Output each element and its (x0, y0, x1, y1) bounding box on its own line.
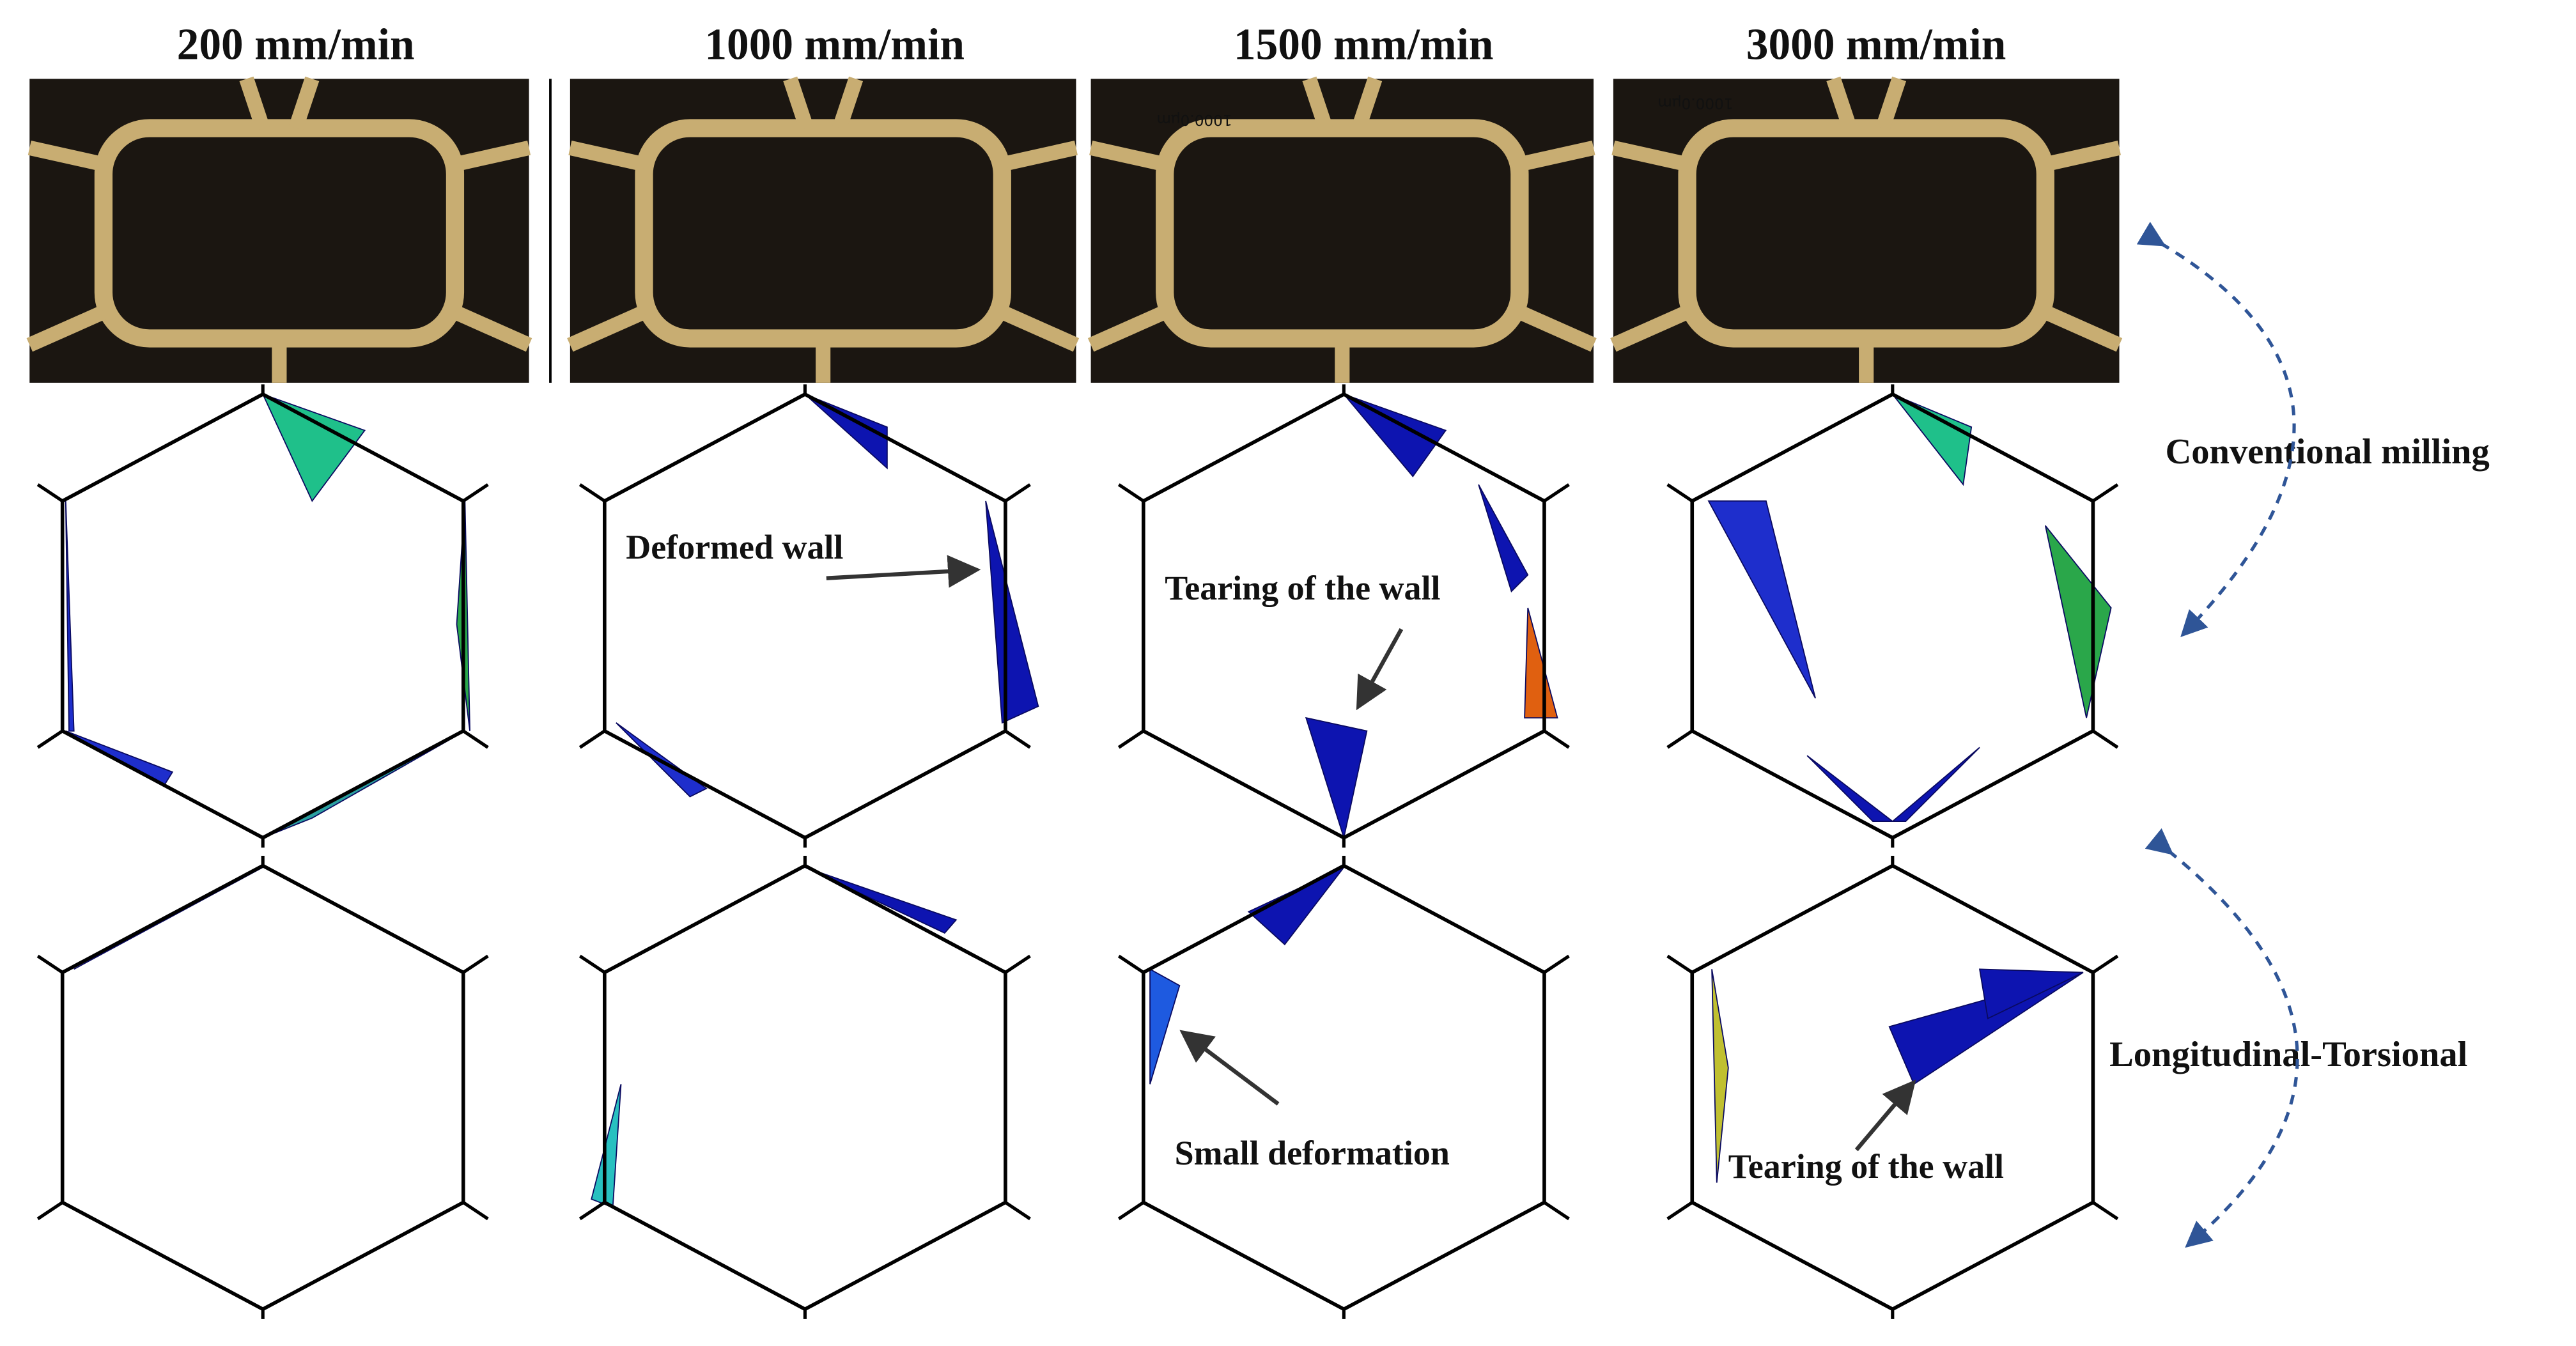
column-header: 1000 mm/min (704, 20, 965, 70)
hexagon (1141, 863, 1546, 1311)
hexagon-stubs (36, 856, 489, 1319)
scale-label: 1000.0µm (1657, 95, 1733, 111)
hexagon (1690, 392, 2095, 840)
cell-wall (1610, 76, 2123, 383)
hexagon-stubs (578, 856, 1031, 1319)
column-header: 200 mm/min (177, 20, 415, 70)
micrographs (26, 76, 2123, 383)
column-header: 3000 mm/min (1746, 20, 2006, 70)
cell-wall (567, 76, 1080, 383)
deformation (1707, 500, 1816, 699)
hexagon-stubs (1666, 384, 2119, 848)
simulations (36, 384, 2119, 1319)
deformation (1890, 392, 1973, 486)
annotation: Tearing of the wall (1165, 569, 1440, 607)
hexagon (60, 863, 465, 1311)
deformation (1478, 484, 1529, 592)
deformation (1978, 968, 2084, 1019)
hexagon-stubs (1666, 856, 2119, 1319)
deformation (1247, 867, 1345, 946)
cell-wall (1087, 76, 1597, 383)
annotation: Deformed wall (626, 528, 843, 566)
scale-label: 1000.0µm (1156, 111, 1232, 128)
deformation (804, 394, 888, 470)
cycle-arrows (2136, 221, 2299, 1248)
hexagon-stubs (1117, 856, 1570, 1319)
deformation (261, 393, 366, 502)
deformation (65, 730, 174, 786)
deformation (2044, 525, 2112, 718)
annotation: Small deformation (1175, 1134, 1450, 1172)
arrows (826, 555, 1916, 1152)
deformation (985, 500, 1039, 724)
annotation: Tearing of the wall (1728, 1147, 2004, 1186)
hexagon-stubs (578, 384, 1031, 848)
deformation (1711, 969, 1729, 1183)
hexagon-stubs (1117, 384, 1570, 848)
deformation (804, 867, 958, 934)
deformation (1891, 746, 1980, 822)
deformation (1806, 755, 1895, 822)
deformation (1342, 392, 1447, 477)
hexagon (60, 392, 465, 840)
deformation (1524, 607, 1558, 719)
row-label: Longitudinal-Torsional (2109, 1035, 2467, 1074)
column-header: 1500 mm/min (1234, 20, 1494, 70)
deformation (1305, 716, 1368, 840)
cell-wall (26, 76, 532, 383)
hexagon (1690, 863, 2095, 1311)
hexagon-stubs (36, 384, 489, 848)
deformation (1149, 968, 1181, 1085)
row-label: Conventional milling (2165, 432, 2489, 472)
deformation (65, 500, 75, 732)
